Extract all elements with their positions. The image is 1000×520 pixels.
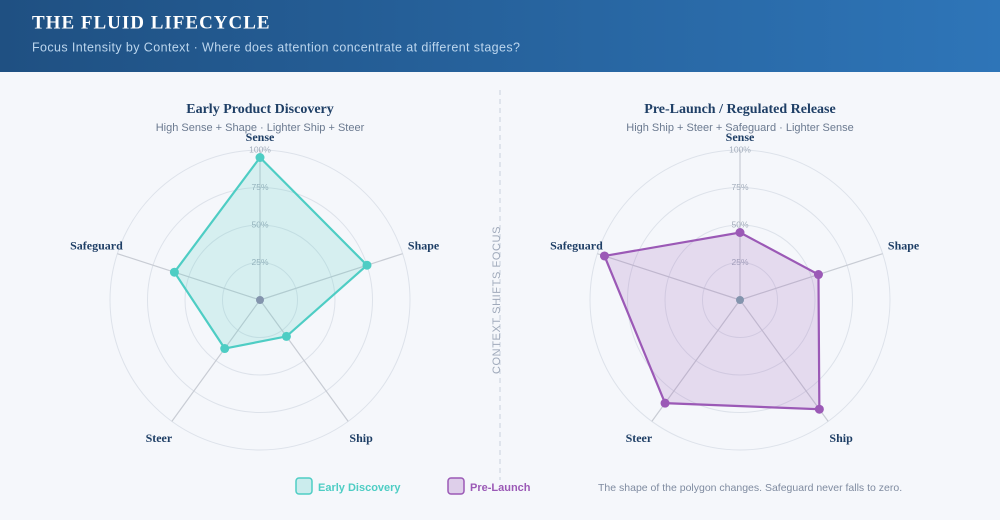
category-label: Steer	[146, 431, 173, 445]
r-tick-label: 75%	[731, 182, 748, 192]
chart-title: Early Product Discovery	[186, 102, 334, 117]
axis-spoke	[739, 253, 883, 301]
axis-spoke	[597, 253, 741, 301]
category-label: Shape	[888, 239, 920, 253]
radar-point	[281, 331, 291, 341]
r-tick-label: 50%	[731, 219, 748, 229]
category-label: Sense	[246, 130, 275, 144]
divider-label: CONTEXT SHIFTS FOCUS	[491, 226, 503, 374]
radar-point	[813, 270, 823, 280]
axis-spoke	[739, 299, 829, 422]
r-tick-label: 100%	[729, 144, 751, 154]
header-bar	[0, 0, 1000, 72]
r-tick-label: 75%	[251, 182, 268, 192]
category-label: Shape	[408, 239, 440, 253]
page-title: THE FLUID LIFECYCLE	[32, 12, 271, 33]
chart-title: Pre-Launch / Regulated Release	[644, 102, 835, 117]
radar-point	[220, 344, 230, 354]
category-label: Ship	[829, 431, 853, 445]
category-label: Steer	[626, 431, 653, 445]
category-label: Safeguard	[70, 239, 123, 253]
axis-spoke	[171, 299, 261, 422]
page-subtitle: Focus Intensity by Context · Where does …	[32, 40, 520, 54]
axis-spoke	[259, 299, 349, 422]
legend-swatch	[447, 477, 465, 495]
radar-point	[735, 228, 745, 237]
radar-area	[173, 155, 369, 350]
chart-subtitle: High Ship + Steer + Safeguard · Lighter …	[626, 122, 853, 134]
radar-point	[599, 251, 609, 261]
r-tick-label: 25%	[731, 257, 748, 267]
legend-label: Early Discovery	[318, 482, 401, 494]
footnote: The shape of the polygon changes. Safegu…	[598, 482, 902, 494]
center-dot	[736, 296, 744, 304]
r-tick-label: 50%	[251, 219, 268, 229]
radar-area	[602, 231, 821, 411]
radar-point	[169, 267, 179, 277]
legend-label: Pre-Launch	[470, 482, 531, 494]
radar-point	[362, 260, 372, 270]
radar-point	[814, 404, 824, 414]
category-label: Sense	[726, 130, 755, 144]
center-dot	[256, 296, 264, 304]
legend-swatch	[295, 477, 313, 495]
r-tick-label: 25%	[251, 257, 268, 267]
category-label: Safeguard	[550, 239, 603, 253]
r-tick-label: 100%	[249, 144, 271, 154]
radar-point	[660, 398, 670, 408]
axis-spoke	[117, 253, 261, 301]
chart-subtitle: High Sense + Shape · Lighter Ship + Stee…	[156, 122, 365, 134]
axis-spoke	[259, 253, 403, 301]
radar-point	[255, 153, 265, 162]
category-label: Ship	[349, 431, 373, 445]
